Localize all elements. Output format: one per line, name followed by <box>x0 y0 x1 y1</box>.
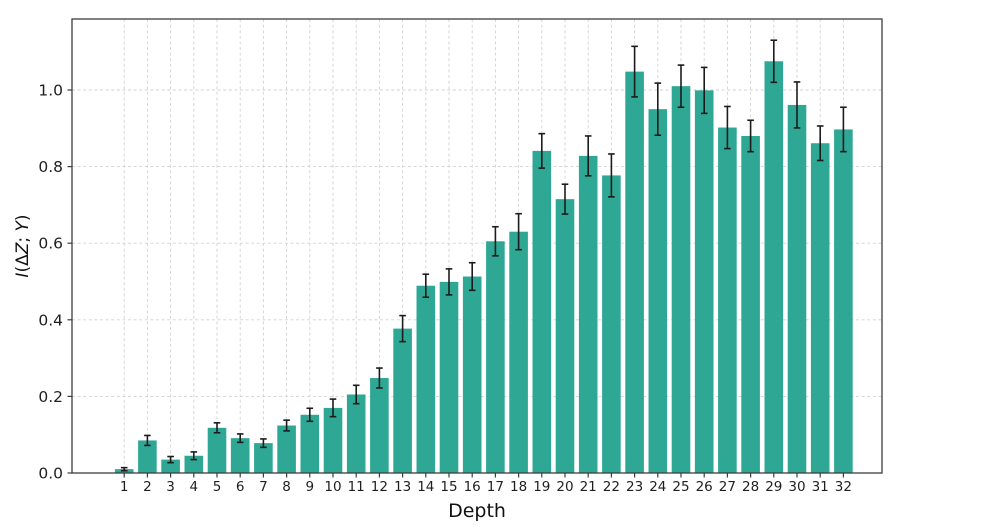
y-tick-label: 0.6 <box>38 235 63 253</box>
x-tick-label: 14 <box>417 479 434 495</box>
x-tick-label: 7 <box>259 479 268 495</box>
bar <box>439 281 459 473</box>
x-tick-label: 5 <box>213 479 222 495</box>
y-axis-label: I(ΔZ; Y) <box>10 96 36 396</box>
bar <box>207 427 227 473</box>
bar <box>323 407 343 473</box>
bar <box>184 455 204 473</box>
bar <box>161 459 180 473</box>
bar <box>648 109 668 474</box>
x-tick-label: 22 <box>603 479 620 495</box>
y-tick-label: 1.0 <box>38 82 63 100</box>
x-tick-label: 32 <box>835 479 852 495</box>
bar <box>764 61 784 474</box>
x-tick-label: 4 <box>190 479 199 495</box>
x-tick-label: 3 <box>166 479 175 495</box>
bar <box>671 86 691 474</box>
bar <box>138 440 157 473</box>
bar <box>300 414 320 473</box>
bar <box>346 394 366 473</box>
bar <box>254 443 273 473</box>
x-tick-label: 1 <box>120 479 129 495</box>
y-tick-label: 0.2 <box>38 388 63 406</box>
bar <box>741 135 760 473</box>
x-tick-label: 30 <box>788 479 805 495</box>
axes-spines <box>71 18 883 474</box>
bar <box>532 150 552 473</box>
x-tick-label: 27 <box>719 479 736 495</box>
bar <box>416 285 436 473</box>
x-tick-label: 12 <box>371 479 388 495</box>
y-axis-label-part: Y <box>13 221 33 232</box>
bar <box>509 231 528 473</box>
bar <box>370 378 389 473</box>
x-tick-label: 17 <box>487 479 504 495</box>
x-tick-label: 29 <box>765 479 782 495</box>
bar <box>602 175 621 473</box>
x-tick-label: 31 <box>812 479 829 495</box>
bar <box>555 199 575 473</box>
bar <box>578 155 598 473</box>
y-tick-label: 0.0 <box>38 465 63 483</box>
bar <box>393 328 412 473</box>
x-tick-label: 26 <box>696 479 713 495</box>
x-tick-label: 20 <box>556 479 573 495</box>
x-tick-label: 25 <box>672 479 689 495</box>
x-tick-label: 2 <box>143 479 152 495</box>
bar <box>462 276 482 473</box>
bar <box>718 127 737 473</box>
bar <box>787 104 807 473</box>
y-axis-label-part: I <box>13 272 33 278</box>
y-axis-label-part: ; <box>13 231 33 243</box>
x-tick-label: 9 <box>306 479 315 495</box>
bar <box>277 425 296 473</box>
x-tick-label: 8 <box>282 479 291 495</box>
x-tick-label: 6 <box>236 479 245 495</box>
y-axis-label-part: Z <box>13 242 33 255</box>
x-tick-label: 15 <box>440 479 457 495</box>
y-tick-label: 0.8 <box>38 158 63 176</box>
y-tick-label: 0.4 <box>38 311 63 329</box>
y-axis-label-part: (Δ <box>13 254 33 273</box>
bar <box>230 438 250 473</box>
x-tick-label: 11 <box>348 479 365 495</box>
bar <box>810 143 830 473</box>
x-tick-label: 23 <box>626 479 643 495</box>
bar <box>486 241 505 473</box>
x-tick-label: 19 <box>533 479 550 495</box>
bar <box>625 71 644 473</box>
x-tick-label: 10 <box>324 479 341 495</box>
x-tick-label: 21 <box>580 479 597 495</box>
bar <box>694 90 714 474</box>
x-tick-label: 24 <box>649 479 666 495</box>
bar <box>834 129 853 473</box>
x-tick-label: 13 <box>394 479 411 495</box>
y-axis-label-part: ) <box>13 214 33 222</box>
x-tick-label: 16 <box>464 479 481 495</box>
x-tick-label: 18 <box>510 479 527 495</box>
x-tick-label: 28 <box>742 479 759 495</box>
x-axis-label: Depth <box>448 500 506 522</box>
